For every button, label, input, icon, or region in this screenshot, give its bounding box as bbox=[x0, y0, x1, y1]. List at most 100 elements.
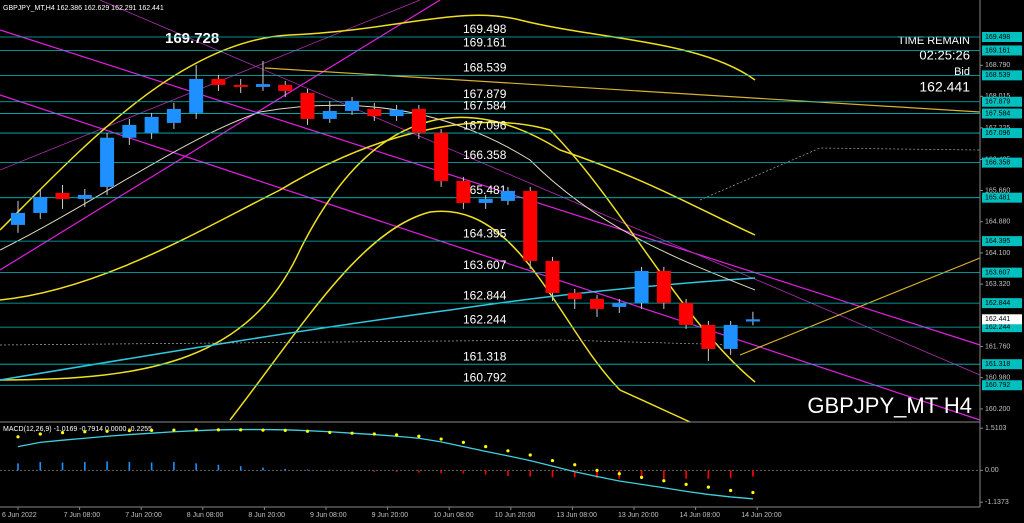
signal-dot bbox=[328, 430, 332, 434]
signal-dot bbox=[194, 428, 198, 432]
level-label: 167.879 bbox=[463, 87, 507, 101]
candle-body bbox=[411, 108, 426, 133]
macd-bar bbox=[551, 470, 554, 478]
level-tag-label: 169.498 bbox=[985, 34, 1010, 41]
macd-tick-label: 1.5103 bbox=[985, 425, 1007, 432]
macd-bar bbox=[351, 470, 353, 471]
macd-bar bbox=[373, 470, 376, 472]
macd-bar bbox=[217, 464, 220, 471]
candle-body bbox=[389, 109, 404, 117]
signal-dot bbox=[639, 475, 644, 479]
signal-dot bbox=[706, 485, 710, 489]
level-tag bbox=[982, 380, 1022, 391]
candle-body bbox=[11, 212, 25, 225]
trend-line bbox=[0, 0, 441, 271]
macd-label: MACD(12,26,9) -1.0169 -0.7914 0.0000 -0.… bbox=[3, 426, 152, 433]
macd-bar bbox=[440, 470, 442, 474]
level-label: 162.244 bbox=[463, 312, 507, 326]
macd-bar bbox=[663, 470, 665, 479]
y-tick-label: 163.320 bbox=[985, 281, 1010, 288]
macd-bar bbox=[707, 470, 710, 479]
signal-dot bbox=[662, 479, 666, 483]
level-label: 160.792 bbox=[463, 370, 507, 384]
level-tag-label: 169.161 bbox=[985, 47, 1010, 54]
signal-dot bbox=[38, 432, 42, 436]
signal-dot bbox=[350, 431, 354, 435]
x-tick-label: 14 Jun 08:00 bbox=[680, 512, 721, 519]
level-tag bbox=[982, 32, 1022, 42]
signal-dot bbox=[283, 428, 287, 432]
symbol-title: GBPJPY_MT H4 bbox=[807, 393, 972, 418]
trend-line bbox=[0, 0, 421, 171]
level-label: 162.844 bbox=[463, 288, 507, 302]
bid: 162.441 bbox=[919, 79, 970, 95]
y-tick-label: 165.660 bbox=[985, 187, 1010, 194]
candle-body bbox=[255, 84, 270, 87]
level-tag bbox=[982, 192, 1022, 203]
annotation: 169.728 bbox=[165, 30, 219, 47]
candle-body bbox=[567, 292, 582, 299]
cloud bbox=[0, 339, 741, 346]
level-tag-label: 160.792 bbox=[985, 382, 1010, 389]
x-tick-label: 7 Jun 20:00 bbox=[125, 512, 162, 519]
level-tag-label: 161.318 bbox=[985, 361, 1010, 368]
macd-bar bbox=[150, 462, 153, 471]
candle-body bbox=[500, 190, 515, 201]
x-tick-label: 7 Jun 08:00 bbox=[64, 512, 101, 519]
signal-dot bbox=[461, 440, 465, 445]
macd-bar bbox=[17, 463, 19, 471]
level-tag-label: 162.844 bbox=[985, 300, 1010, 307]
level-tag bbox=[982, 298, 1022, 309]
band-line bbox=[0, 14, 756, 231]
level-label: 167.584 bbox=[463, 99, 507, 113]
signal-dot bbox=[573, 463, 577, 467]
signal-dot bbox=[305, 429, 310, 433]
macd-bar bbox=[195, 463, 197, 471]
macd-line bbox=[17, 428, 753, 500]
macd-bar bbox=[418, 470, 420, 473]
level-tag bbox=[982, 322, 1022, 333]
candle-body bbox=[590, 298, 605, 309]
signal-dot bbox=[150, 428, 154, 432]
level-label: 166.358 bbox=[463, 148, 507, 162]
signal-dot bbox=[216, 428, 221, 432]
candle-body bbox=[345, 100, 360, 111]
candle-body bbox=[656, 270, 671, 303]
signal-dot bbox=[729, 488, 733, 493]
level-label: 167.096 bbox=[463, 118, 507, 132]
trend-line bbox=[99, 0, 981, 376]
x-tick-label: 14 Jun 20:00 bbox=[741, 512, 782, 519]
macd-tick-label: 0.00 bbox=[985, 467, 999, 474]
macd-bar bbox=[239, 466, 242, 471]
level-tag-label: 165.481 bbox=[985, 195, 1010, 202]
x-tick-label: 6 Jun 2022 bbox=[2, 512, 37, 519]
signal-dot bbox=[617, 472, 621, 476]
level-label: 169.161 bbox=[463, 36, 507, 50]
candle-body bbox=[723, 324, 738, 349]
signal-dot bbox=[261, 428, 265, 432]
signal-dot bbox=[439, 437, 443, 441]
x-tick-label: 8 Jun 20:00 bbox=[248, 512, 285, 519]
candle-body bbox=[634, 270, 649, 303]
level-label: 163.607 bbox=[463, 258, 507, 272]
level-tag-label: 167.584 bbox=[985, 110, 1010, 117]
level-tag-label: 167.879 bbox=[985, 99, 1010, 106]
bid-label: Bid bbox=[954, 66, 970, 78]
level-tag bbox=[982, 267, 1022, 278]
time-label: TIME REMAIN bbox=[898, 35, 970, 47]
header: GBPJPY_MT,H4 162.386 162.629 162.291 162… bbox=[3, 5, 164, 12]
y-tick-label: 168.015 bbox=[985, 93, 1010, 100]
x-tick-label: 10 Jun 08:00 bbox=[433, 512, 474, 519]
x-tick-label: 13 Jun 08:00 bbox=[556, 512, 597, 519]
trend-line bbox=[0, 94, 981, 421]
candle-body bbox=[679, 302, 694, 325]
candle-body bbox=[545, 260, 560, 293]
candle-body bbox=[77, 194, 92, 199]
macd-bar bbox=[573, 470, 576, 478]
signal-dot bbox=[16, 435, 20, 439]
macd-bar bbox=[752, 470, 754, 477]
macd-bar bbox=[128, 461, 131, 471]
level-tag bbox=[982, 45, 1022, 56]
macd-bar bbox=[284, 468, 287, 471]
candle-body bbox=[322, 110, 337, 119]
